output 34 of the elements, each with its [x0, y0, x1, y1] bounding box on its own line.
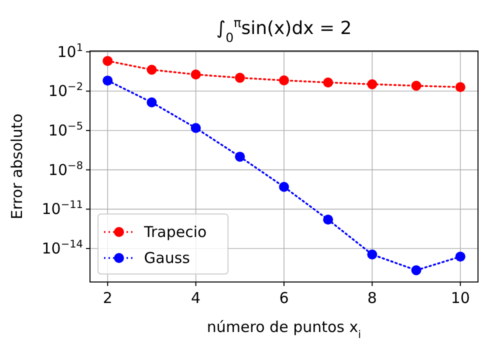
point: [146, 97, 157, 108]
y-tick-label: 10$^{−2}$: [48, 81, 83, 100]
point: [102, 76, 113, 86]
point: [234, 152, 245, 162]
legend-label: Trapecio: [143, 223, 207, 241]
x-axis-title: número de puntos x$_{i}$: [206, 318, 362, 341]
y-tick-label: 10$^{−8}$: [48, 160, 83, 179]
point: [190, 122, 201, 133]
x-tick-label: 10: [450, 289, 470, 307]
point: [455, 252, 466, 262]
point: [146, 64, 157, 75]
x-tick-label: 2: [102, 289, 112, 307]
chart-title: ∫$_{0}$$^{π}$sin(x)dx = 2: [216, 14, 352, 44]
legend-label: Gauss: [144, 249, 190, 267]
point: [102, 56, 113, 66]
point: [323, 77, 334, 88]
point: [455, 82, 466, 92]
point: [367, 79, 378, 90]
point: [367, 250, 378, 260]
x-tick-label: 4: [191, 289, 201, 307]
point: [279, 75, 289, 86]
y-tick-label: 10$^{1}$: [57, 42, 83, 61]
point: [234, 72, 245, 83]
point: [279, 182, 289, 192]
y-tick-label: 10$^{−14}$: [42, 238, 84, 258]
y-axis-title: Error absoluto: [8, 114, 26, 220]
y-tick-label: 10$^{−11}$: [42, 199, 83, 218]
point: [411, 80, 422, 91]
point: [190, 69, 201, 80]
x-tick-label: 8: [367, 289, 377, 307]
point: [323, 214, 334, 225]
x-tick-label: 6: [279, 289, 289, 307]
point: [411, 265, 422, 276]
y-tick-label: 10$^{−5}$: [48, 120, 83, 140]
